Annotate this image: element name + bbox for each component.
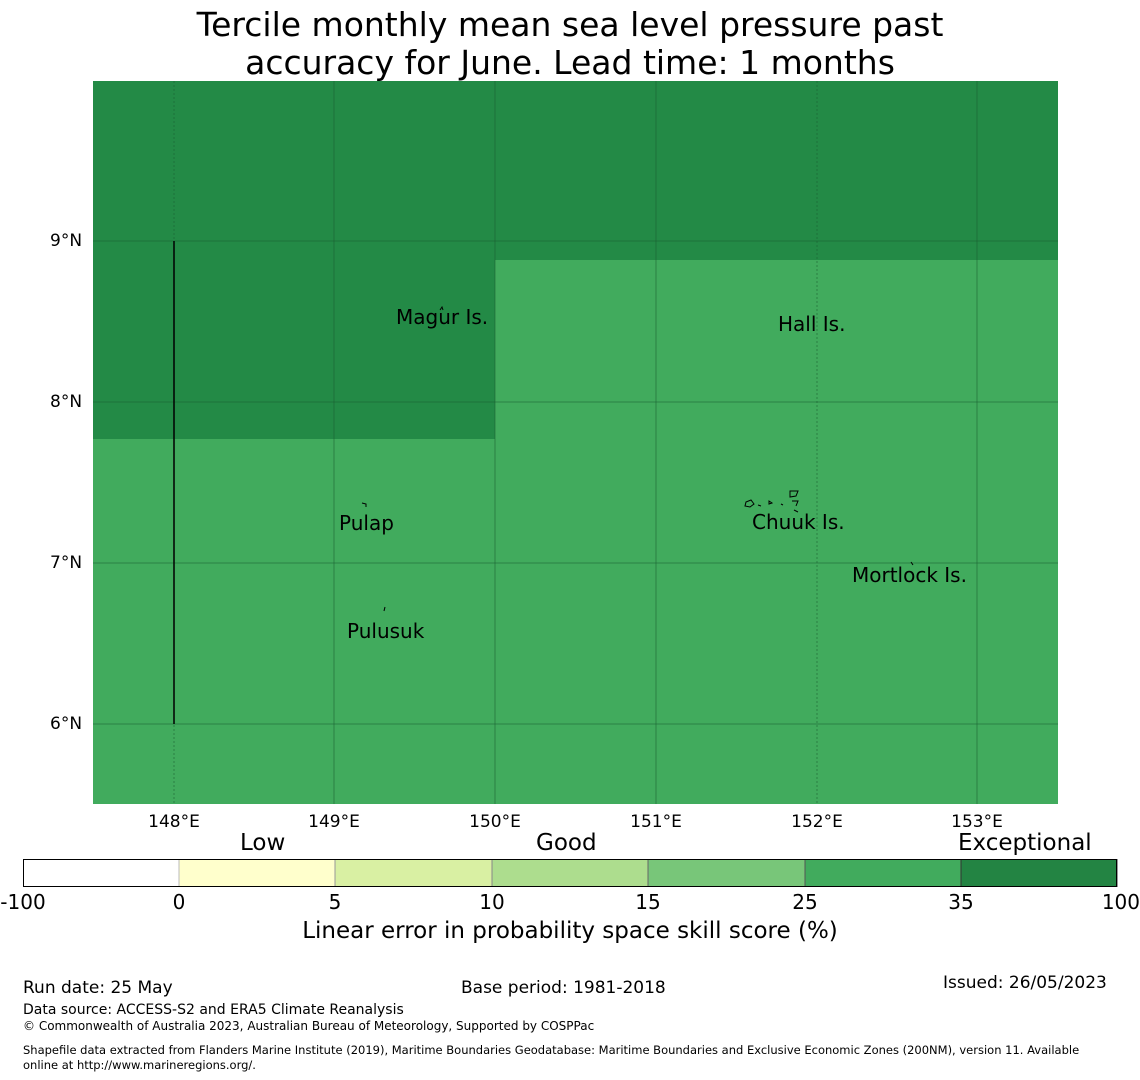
pulap-island-shape xyxy=(361,502,367,507)
colorbar-tick-15: 15 xyxy=(635,890,661,914)
shapefile-credit-line-2: online at http://www.marineregions.org/. xyxy=(23,1058,256,1072)
lat-label-9n: 9°N xyxy=(50,231,83,251)
colorbar-tick-10: 10 xyxy=(479,890,505,914)
title-line-2: accuracy for June. Lead time: 1 months xyxy=(245,43,895,82)
place-label-magur: Magur Is. xyxy=(396,305,489,329)
magur-island-shape xyxy=(439,305,444,311)
category-exceptional: Exceptional xyxy=(958,830,1092,856)
colorbar-tick-25: 25 xyxy=(792,890,818,914)
colorbar-tick-0: 0 xyxy=(172,890,186,914)
colorbar xyxy=(22,858,1118,891)
run-date: Run date: 25 May xyxy=(23,978,173,998)
colorbar-tick-100: 100 xyxy=(1101,890,1140,914)
title-line-1: Tercile monthly mean sea level pressure … xyxy=(196,5,944,44)
colorbar-segment-5 xyxy=(647,858,806,888)
map-title: Tercile monthly mean sea level pressure … xyxy=(0,6,1140,82)
place-label-pulap: Pulap xyxy=(339,511,394,535)
lon-label-151e: 151°E xyxy=(630,812,682,832)
colorbar-segment-1 xyxy=(22,858,180,888)
lon-label-148e: 148°E xyxy=(148,812,200,832)
pulusuk-island-shape xyxy=(383,606,386,612)
place-label-chuuk: Chuuk Is. xyxy=(752,510,845,534)
colorbar-svg xyxy=(22,858,1118,888)
skill-cell-exceptional-left xyxy=(93,260,495,439)
graticule xyxy=(93,81,1058,804)
lon-label-152e: 152°E xyxy=(791,812,843,832)
copyright-notice: © Commonwealth of Australia 2023, Austra… xyxy=(23,1019,595,1033)
lon-label-149e: 149°E xyxy=(308,812,360,832)
island-outlines xyxy=(361,305,914,612)
lat-label-6n: 6°N xyxy=(50,714,83,734)
skill-cell-exceptional-top xyxy=(93,81,1058,260)
place-label-pulusuk: Pulusuk xyxy=(347,619,425,643)
colorbar-label: Linear error in probability space skill … xyxy=(302,918,838,944)
map-canvas xyxy=(93,81,1058,804)
base-period: Base period: 1981-2018 xyxy=(461,978,666,998)
colorbar-segment-6 xyxy=(804,858,962,888)
colorbar-segment-3 xyxy=(334,858,493,888)
category-good: Good xyxy=(536,830,597,856)
lon-label-153e: 153°E xyxy=(951,812,1003,832)
lat-label-7n: 7°N xyxy=(50,553,83,573)
colorbar-tick-m100: -100 xyxy=(0,890,46,914)
colorbar-tick-35: 35 xyxy=(948,890,974,914)
data-source: Data source: ACCESS-S2 and ERA5 Climate … xyxy=(23,1002,404,1018)
shapefile-credit-line-1: Shapefile data extracted from Flanders M… xyxy=(23,1043,1080,1057)
chuuk-islands-shape xyxy=(744,490,799,513)
place-label-mortlock: Mortlock Is. xyxy=(852,563,967,587)
colorbar-segment-7 xyxy=(960,858,1118,888)
mortlock-island-shape xyxy=(910,561,914,566)
colorbar-segment-4 xyxy=(491,858,649,888)
colorbar-tick-5: 5 xyxy=(328,890,342,914)
lat-label-8n: 8°N xyxy=(50,392,83,412)
colorbar-segment-2 xyxy=(178,858,336,888)
place-label-hall: Hall Is. xyxy=(778,312,846,336)
lon-label-150e: 150°E xyxy=(469,812,521,832)
issued-date: Issued: 26/05/2023 xyxy=(943,973,1107,993)
map-panel[interactable] xyxy=(93,81,1058,804)
category-low: Low xyxy=(240,830,286,856)
